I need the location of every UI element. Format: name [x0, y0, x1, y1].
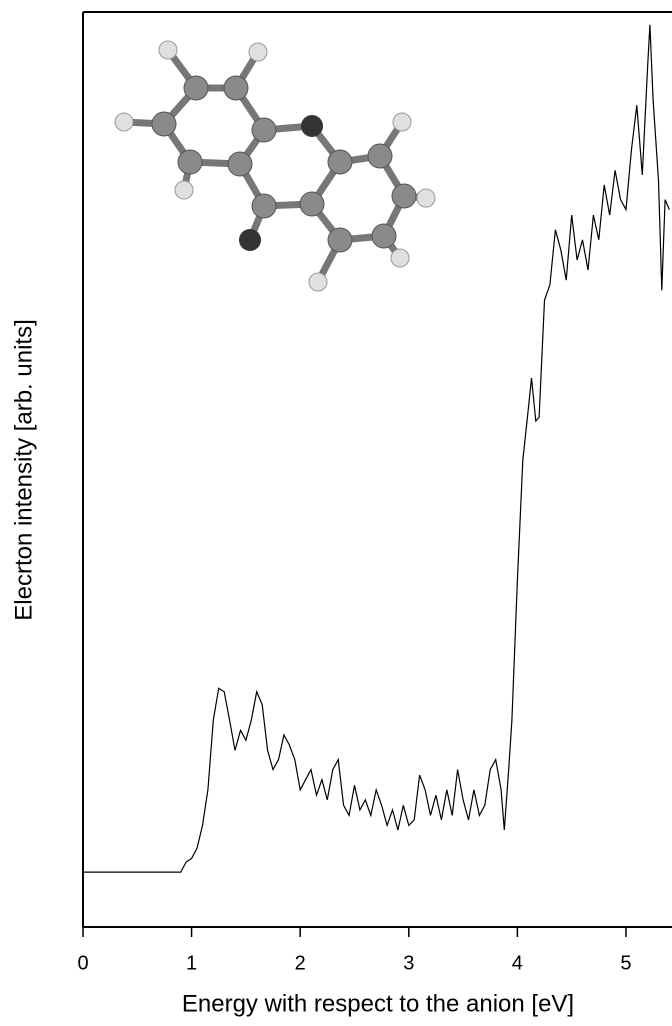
x-tick-label: 3 [403, 952, 414, 974]
y-axis-label: Elecrton intensity [arb. units] [10, 319, 37, 620]
x-tick-label: 5 [620, 952, 631, 974]
x-tick-label: 2 [295, 952, 306, 974]
x-tick-label: 1 [186, 952, 197, 974]
x-axis-label: Energy with respect to the anion [eV] [182, 990, 574, 1017]
chart: Energy with respect to the anion [eV] El… [0, 0, 672, 1026]
x-tick-label: 4 [512, 952, 523, 974]
molecule-inset [115, 41, 435, 291]
x-tick-label: 0 [77, 952, 88, 974]
page: Energy with respect to the anion [eV] El… [0, 0, 672, 1026]
